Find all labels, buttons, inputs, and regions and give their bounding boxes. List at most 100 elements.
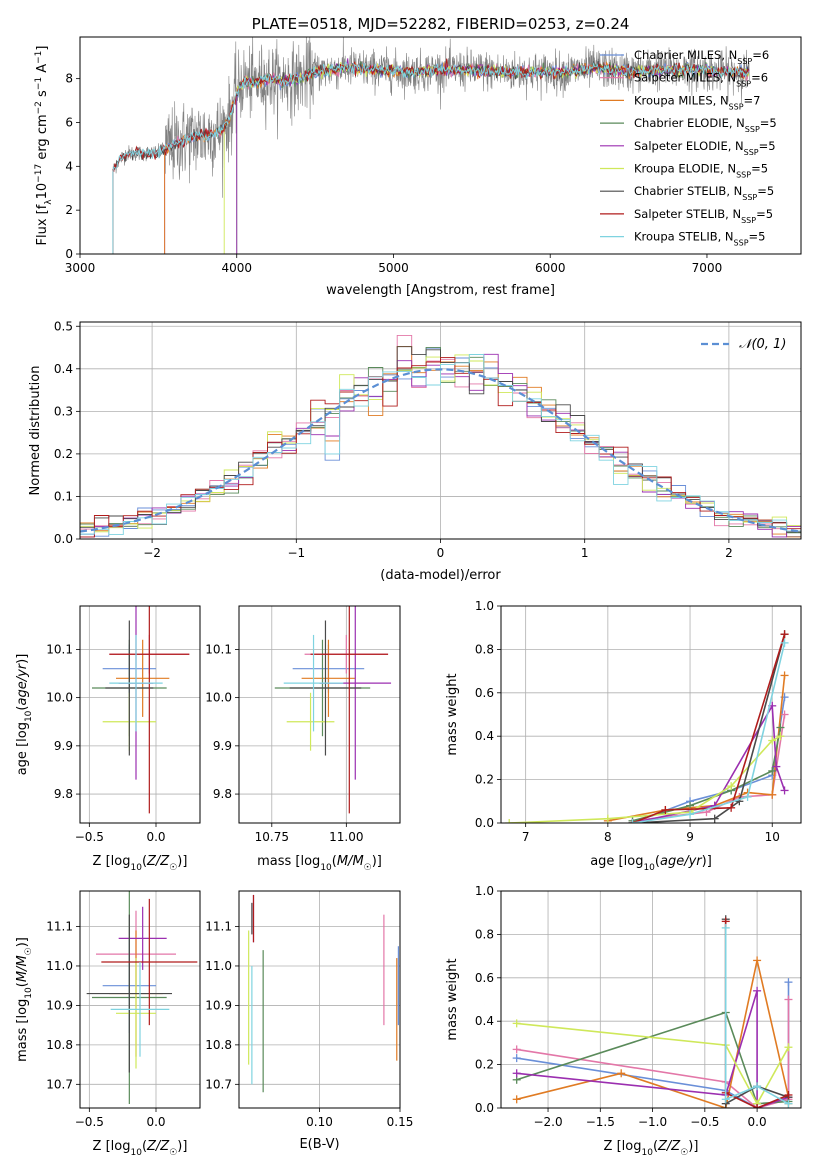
x-tick-label: 1 xyxy=(581,546,589,560)
errorbar-chabrier-stelib xyxy=(105,620,154,756)
errorbar-salpeter-stelib xyxy=(109,606,190,814)
series-kroupa-stelib xyxy=(628,638,789,823)
series-kroupa-miles xyxy=(603,671,789,823)
y-tick-label: 0.4 xyxy=(475,729,494,743)
x-tick-label: 0.0 xyxy=(748,1115,767,1129)
series-chabrier-stelib xyxy=(628,630,789,823)
series-line-kroupa-elodie xyxy=(516,1022,790,1106)
model-line-kroupa-elodie xyxy=(223,61,750,254)
legend-entry-chabrier-miles: Chabrier MILES, NSSP=6 xyxy=(634,48,769,66)
y-tick-label: 0.1 xyxy=(54,489,73,503)
x-tick-label: 7000 xyxy=(692,261,723,275)
legend-entry-kroupa-miles: Kroupa MILES, NSSP=7 xyxy=(634,93,760,111)
point-marker xyxy=(784,978,793,987)
age_vs_Z-ylabel: age [log10(age/yr)] xyxy=(15,654,34,776)
point-marker xyxy=(776,732,785,741)
y-tick-label: 9.9 xyxy=(54,739,73,753)
mass_vs_Z-xlabel: Z [log10(Z/Z☉)] xyxy=(93,1139,188,1158)
x-tick-label: 7 xyxy=(522,830,530,844)
y-tick-label: 0 xyxy=(65,247,73,261)
y-tick-label: 10.8 xyxy=(205,1038,232,1052)
x-tick-label: 0.0 xyxy=(146,1115,165,1129)
age_vs_Z-xlabel: Z [log10(Z/Z☉)] xyxy=(93,854,188,873)
point-marker xyxy=(512,1095,521,1104)
x-tick-label: −0.5 xyxy=(75,830,104,844)
point-marker xyxy=(512,1019,521,1028)
y-tick-label: 0.3 xyxy=(54,404,73,418)
massweight_vs_Z-xlabel: Z [log10(Z/Z☉)] xyxy=(604,1139,699,1158)
y-tick-label: 6 xyxy=(65,115,73,129)
series-line-salpeter-miles xyxy=(516,999,790,1108)
series-line-kroupa-stelib xyxy=(724,927,789,1105)
x-tick-label: 3000 xyxy=(65,261,96,275)
series-salpeter-stelib xyxy=(628,630,789,823)
massweight_vs_age-frame xyxy=(500,605,802,824)
histogram-kroupa-stelib xyxy=(80,354,801,536)
legend-entry-kroupa-stelib: Kroupa STELIB, NSSP=5 xyxy=(634,230,765,248)
x-tick-label: 4000 xyxy=(221,261,252,275)
y-tick-label: 4 xyxy=(65,159,73,173)
point-marker xyxy=(753,1082,762,1091)
legend-entry-kroupa-elodie: Kroupa ELODIE, NSSP=5 xyxy=(634,162,768,180)
histogram-chabrier-stelib xyxy=(80,346,801,533)
massweight_vs_age-xlabel: age [log10(age/yr)] xyxy=(590,854,712,873)
point-marker xyxy=(512,1045,521,1054)
y-tick-label: 9.8 xyxy=(213,787,232,801)
age_vs_Z-axes: −0.5 0.0 9.8 9.9 10.0 10.1 xyxy=(46,606,200,844)
x-tick-label: 0 xyxy=(437,546,445,560)
series-line-chabrier-stelib xyxy=(632,633,786,823)
y-tick-label: 0.8 xyxy=(475,642,494,656)
point-marker xyxy=(603,814,612,823)
x-tick-label: −0.5 xyxy=(690,1115,719,1129)
y-tick-label: 11.1 xyxy=(205,920,232,934)
spectrum-axes: 3000 4000 5000 6000 7000 0 2 4 6 8 xyxy=(65,72,723,275)
series-line-salpeter-miles xyxy=(632,714,786,822)
spectrum-title: PLATE=0518, MJD=52282, FIBERID=0253, z=0… xyxy=(252,15,630,33)
legend-entry-salpeter-elodie: Salpeter ELODIE, NSSP=5 xyxy=(634,139,776,157)
point-marker xyxy=(780,638,789,647)
point-marker xyxy=(727,782,736,791)
point-marker xyxy=(784,995,793,1004)
y-tick-label: 11.0 xyxy=(46,959,73,973)
point-marker xyxy=(743,792,752,801)
x-tick-label: −2 xyxy=(143,546,161,560)
x-tick-label: −1.0 xyxy=(638,1115,667,1129)
x-tick-label: −1 xyxy=(287,546,305,560)
y-tick-label: 0.0 xyxy=(475,1101,494,1115)
point-marker xyxy=(661,805,670,814)
y-tick-label: 0.2 xyxy=(54,447,73,461)
y-tick-label: 11.0 xyxy=(205,959,232,973)
point-marker xyxy=(686,810,695,819)
y-tick-label: 0.6 xyxy=(475,686,494,700)
y-tick-label: 10.9 xyxy=(46,998,73,1012)
residuals-xlabel: (data-model)/error xyxy=(380,568,501,583)
residuals-legend: 𝒩(0, 1) xyxy=(701,337,786,352)
x-tick-label: 0.10 xyxy=(306,1115,333,1129)
point-marker xyxy=(753,986,762,995)
errorbar-kroupa-stelib xyxy=(109,634,163,732)
spectrum-ylabel: Flux [fλ10−17 erg cm−2 s−1 A−1] xyxy=(34,46,54,246)
point-marker xyxy=(710,814,719,823)
point-marker xyxy=(780,786,789,795)
histogram-salpeter-stelib xyxy=(80,357,801,538)
point-marker xyxy=(735,797,744,806)
legend-entry-normal: 𝒩(0, 1) xyxy=(739,337,786,352)
y-tick-label: 10.7 xyxy=(46,1077,73,1091)
point-marker xyxy=(753,956,762,965)
y-tick-label: 2 xyxy=(65,203,73,217)
errorbar-salpeter-elodie xyxy=(118,906,167,970)
errorbar-kroupa-miles xyxy=(116,639,170,717)
x-tick-label: 11.00 xyxy=(329,830,363,844)
x-tick-label: 6000 xyxy=(535,261,566,275)
y-tick-label: 10.1 xyxy=(46,642,73,656)
massweight_vs_Z-frame xyxy=(500,890,802,1109)
spectrum-legend: Chabrier MILES, NSSP=6 Salpeter MILES, NS… xyxy=(600,48,777,247)
x-tick-label: 9 xyxy=(686,830,694,844)
point-marker xyxy=(721,923,730,932)
point-marker xyxy=(617,1069,626,1078)
errorbar-kroupa-stelib xyxy=(283,634,344,732)
x-tick-label: −2.0 xyxy=(533,1115,562,1129)
residuals-ylabel: Normed distribution xyxy=(28,366,43,496)
mass_vs_Z-frame xyxy=(79,890,201,1109)
y-tick-label: 10.0 xyxy=(46,691,73,705)
